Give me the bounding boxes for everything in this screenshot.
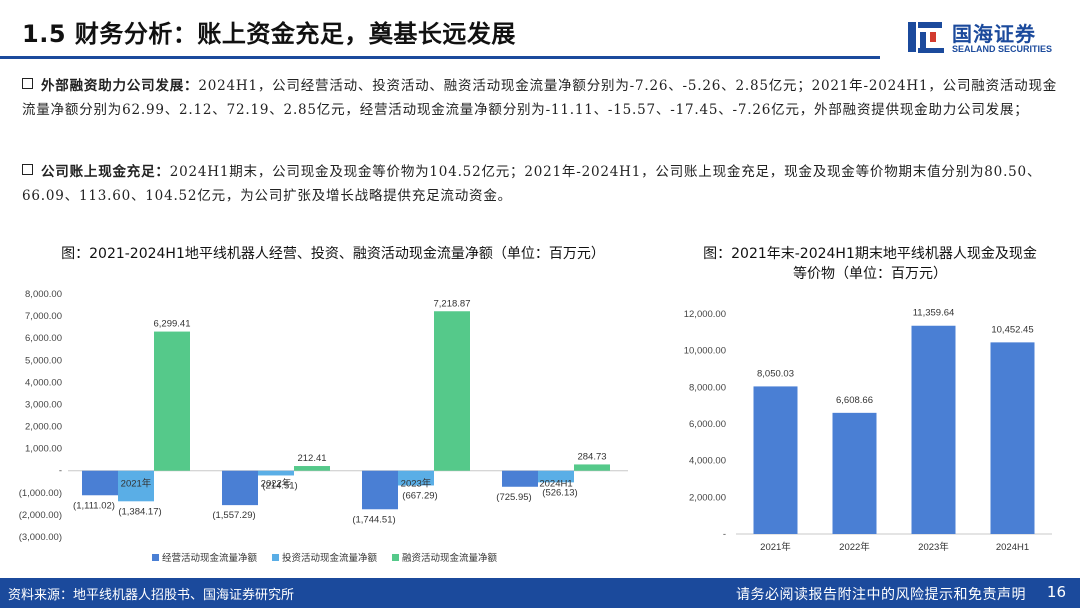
x-category-label: 2022年: [261, 478, 292, 490]
y-tick-label: (1,000.00): [19, 488, 62, 499]
data-label: 6,299.41: [154, 319, 191, 330]
data-label: (1,384.17): [118, 506, 161, 517]
bar-investing: [538, 470, 574, 483]
y-tick-label: 3,000.00: [25, 399, 62, 410]
x-category-label: 2023年: [401, 478, 432, 490]
y-tick-label: 8,000.00: [689, 382, 726, 393]
page-number: 16: [1046, 583, 1066, 601]
y-tick-label: (2,000.00): [19, 510, 62, 521]
chart2-title-line2: 等价物（单位：百万元）: [793, 266, 947, 282]
y-tick-label: -: [723, 529, 726, 540]
bar-financing: [154, 331, 190, 471]
y-tick-label: 2,000.00: [25, 422, 62, 433]
bar-operating: [502, 470, 538, 487]
bar-cash-equivalents: [832, 412, 877, 534]
legend-label: 经营活动现金流量净额: [162, 552, 258, 564]
y-tick-label: 4,000.00: [689, 456, 726, 467]
bullet-text: 2024H1期末，公司现金及现金等价物为104.52亿元；2021年-2024H…: [22, 164, 1042, 204]
bullet-text: 2024H1，公司经营活动、投资活动、融资活动现金流量净额分别为-7.26、-5…: [22, 78, 1058, 118]
logo-chinese-name: 国海证券: [952, 22, 1036, 46]
y-tick-label: 4,000.00: [25, 377, 62, 388]
data-label: (1,744.51): [352, 514, 395, 525]
legend-swatch: [272, 554, 279, 561]
footer-source: 资料来源：地平线机器人招股书、国海证券研究所: [8, 588, 295, 603]
y-tick-label: 6,000.00: [25, 333, 62, 344]
logo-mark-icon: [908, 22, 944, 53]
bar-investing: [118, 470, 154, 502]
y-tick-label: 7,000.00: [25, 311, 62, 322]
y-tick-label: 10,000.00: [684, 346, 726, 357]
y-tick-label: 5,000.00: [25, 355, 62, 366]
legend-swatch: [392, 554, 399, 561]
page-title: 1.5 财务分析：账上资金充足，奠基长远发展: [22, 20, 516, 48]
y-tick-label: 1,000.00: [25, 444, 62, 455]
bullet-lead: 外部融资助力公司发展：: [41, 78, 199, 94]
x-category-label: 2022年: [839, 541, 870, 553]
data-label: (214.51): [262, 480, 297, 491]
bullet-lead: 公司账上现金充足：: [41, 164, 170, 180]
chart1-title: 图：2021-2024H1地平线机器人经营、投资、融资活动现金流量净额（单位：百…: [61, 246, 605, 262]
bar-operating: [362, 470, 398, 510]
y-tick-label: 2,000.00: [689, 492, 726, 503]
y-tick-label: 6,000.00: [689, 419, 726, 430]
y-tick-label: -: [59, 466, 62, 477]
data-label: (1,557.29): [212, 510, 255, 521]
bullet-paragraph-1: 外部融资助力公司发展：2024H1，公司经营活动、投资活动、融资活动现金流量净额…: [22, 74, 1062, 122]
data-label: 6,608.66: [836, 395, 873, 406]
footer-bar: 资料来源：地平线机器人招股书、国海证券研究所 请务必阅读报告附注中的风险提示和免…: [0, 578, 1080, 608]
data-label: 284.73: [577, 451, 606, 462]
data-label: (667.29): [402, 490, 437, 501]
y-tick-label: 12,000.00: [684, 309, 726, 320]
chart2-title-line1: 图：2021年末-2024H1期末地平线机器人现金及现金: [703, 246, 1037, 262]
data-label: 8,050.03: [757, 368, 794, 379]
bullet-paragraph-2: 公司账上现金充足：2024H1期末，公司现金及现金等价物为104.52亿元；20…: [22, 160, 1062, 208]
bullet-square-icon: [22, 164, 33, 175]
data-label: 212.41: [297, 453, 326, 464]
bar-cash-equivalents: [990, 342, 1035, 534]
data-label: 11,359.64: [913, 308, 955, 319]
y-tick-label: 8,000.00: [25, 289, 62, 300]
bar-cash-equivalents: [753, 386, 798, 534]
x-category-label: 2024H1: [539, 479, 572, 490]
data-label: 10,452.45: [991, 324, 1033, 335]
legend-swatch: [152, 554, 159, 561]
bar-investing: [398, 470, 434, 486]
title-underline: [0, 56, 880, 59]
bar-operating: [222, 470, 258, 506]
x-category-label: 2024H1: [996, 542, 1029, 553]
chart2-title: 图：2021年末-2024H1期末地平线机器人现金及现金 等价物（单位：百万元）: [680, 244, 1060, 284]
company-logo: 国海证券 SEALAND SECURITIES: [906, 18, 1066, 58]
cash-equivalents-bar-chart: 12,000.00 10,000.00 8,000.00 6,000.00 4,000.…: [684, 308, 1052, 553]
bar-financing: [574, 464, 610, 471]
data-label: 7,218.87: [434, 298, 471, 309]
logo-english-name: SEALAND SECURITIES: [952, 44, 1053, 54]
bar-financing: [294, 466, 330, 471]
cashflow-bar-chart: 8,000.00 7,000.00 6,000.00 5,000.00 4,000.00…: [19, 289, 628, 564]
bar-investing: [258, 470, 294, 476]
bar-operating: [82, 470, 118, 496]
bar-cash-equivalents: [911, 325, 956, 534]
y-tick-label: (3,000.00): [19, 532, 62, 543]
x-category-label: 2021年: [760, 541, 791, 553]
x-category-label: 2023年: [918, 541, 949, 553]
bar-financing: [434, 311, 470, 471]
x-category-label: 2021年: [121, 478, 152, 490]
legend-label: 投资活动现金流量净额: [282, 552, 378, 564]
data-label: (1,111.02): [73, 500, 115, 511]
bullet-square-icon: [22, 78, 33, 89]
legend-label: 融资活动现金流量净额: [402, 552, 498, 564]
footer-disclaimer: 请务必阅读报告附注中的风险提示和免责声明: [736, 587, 1026, 603]
data-label: (526.13): [542, 487, 577, 498]
data-label: (725.95): [496, 492, 531, 503]
